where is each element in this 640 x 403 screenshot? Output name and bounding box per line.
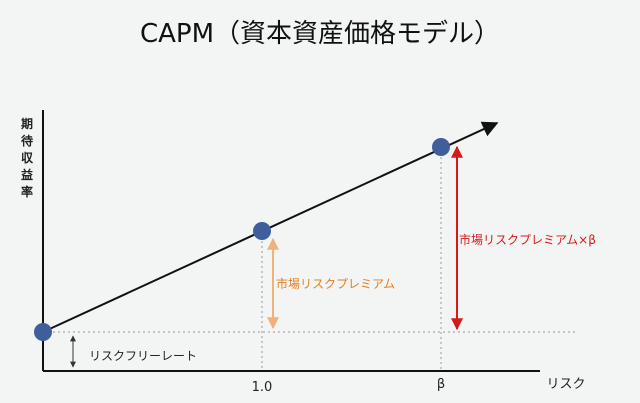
y-axis-label-char: 期 <box>21 116 33 131</box>
y-axis-label-char: 益 <box>21 167 33 182</box>
beta-premium-label: 市場リスクプレミアム×β <box>459 232 596 247</box>
risk-free-point <box>34 323 52 341</box>
market-premium-label: 市場リスクプレミアム <box>276 276 395 291</box>
y-axis-label-char: 待 <box>21 133 33 148</box>
y-axis-label: 期 待 収 益 率 <box>21 116 34 199</box>
x-axis-label: リスク <box>546 377 585 392</box>
x-tick-1.0: 1.0 <box>252 380 273 395</box>
y-axis-label-char: 収 <box>21 151 34 165</box>
risk-free-label: リスクフリーレート <box>89 349 197 363</box>
y-axis-label-char: 率 <box>21 184 33 199</box>
x-tick-beta: β <box>437 377 445 392</box>
beta-point <box>432 138 450 156</box>
market-point <box>253 222 271 240</box>
diagram-title: CAPM（資本資産価格モデル） <box>140 19 500 49</box>
